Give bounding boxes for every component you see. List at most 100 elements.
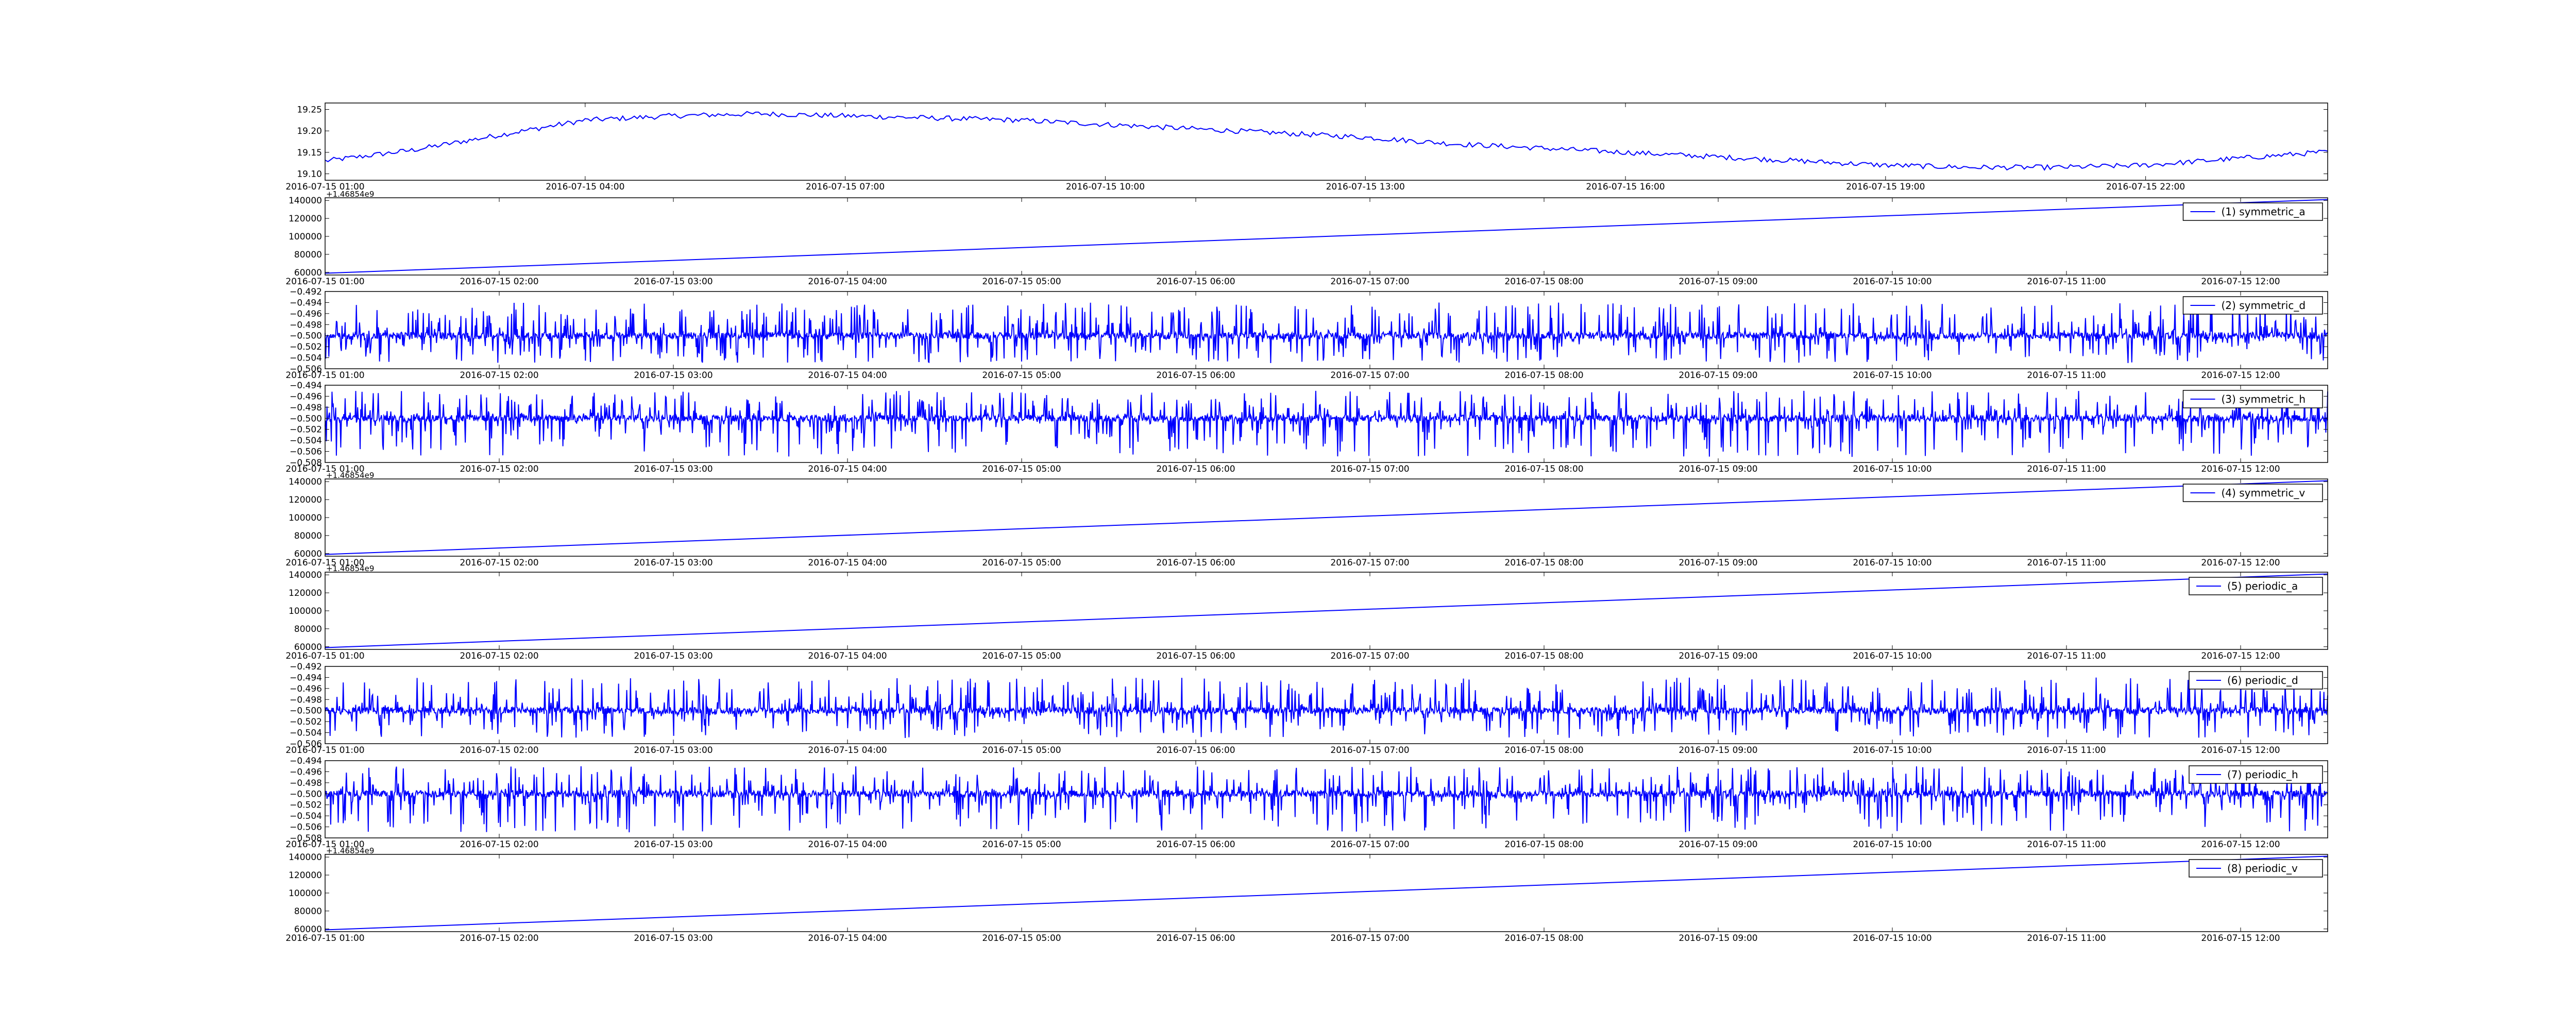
legend-label: (3) symmetric_h: [2222, 393, 2306, 405]
x-tick-label: 2016-07-15 02:00: [460, 464, 538, 474]
x-tick-label: 2016-07-15 11:00: [2027, 558, 2106, 568]
x-tick-label: 2016-07-15 08:00: [1504, 370, 1583, 381]
x-tick-label: 2016-07-15 01:00: [285, 839, 364, 850]
series-line: [325, 855, 2328, 931]
x-tick-label: 2016-07-15 11:00: [2027, 464, 2106, 474]
panel-6: 2016-07-15 01:00 2016-07-15 02:00 2016-07-…: [285, 564, 2328, 661]
panel-2: 2016-07-15 01:00 2016-07-15 02:00 2016-07-…: [285, 190, 2328, 287]
x-tick-label: 2016-07-15 04:00: [808, 370, 887, 381]
y-tick-label: 80000: [294, 250, 322, 260]
x-tick-label: 2016-07-15 11:00: [2027, 839, 2106, 850]
x-tick-label: 2016-07-15 09:00: [1679, 839, 1757, 850]
x-tick-label: 2016-07-15 02:00: [460, 933, 538, 943]
x-tick-label: 2016-07-15 03:00: [634, 745, 713, 756]
panel-8: 2016-07-15 01:00 2016-07-15 02:00 2016-07-…: [285, 756, 2328, 850]
series-line: [325, 766, 2328, 833]
x-tick-label: 2016-07-15 11:00: [2027, 277, 2106, 287]
panel-4: 2016-07-15 01:00 2016-07-15 02:00 2016-07-…: [285, 381, 2328, 474]
x-tick-label: 2016-07-15 05:00: [982, 933, 1061, 943]
y-tick-label: −0.502: [290, 425, 322, 435]
x-tick-label: 2016-07-15 07:00: [1330, 277, 1409, 287]
y-tick-label: −0.504: [290, 728, 322, 739]
y-tick-label: −0.494: [290, 673, 322, 683]
series-line: [325, 199, 2328, 274]
x-tick-label: 2016-07-15 03:00: [634, 933, 713, 943]
x-tick-label: 2016-07-15 03:00: [634, 558, 713, 568]
x-tick-label: 2016-07-15 04:00: [808, 933, 887, 943]
y-tick-label: −0.498: [290, 320, 322, 330]
y-tick-label: −0.498: [290, 778, 322, 788]
x-tick-label: 2016-07-15 01:00: [285, 933, 364, 943]
x-tick-label: 2016-07-15 10:00: [1853, 464, 1931, 474]
x-tick-label: 2016-07-15 10:00: [1853, 839, 1931, 850]
x-tick-label: 2016-07-15 12:00: [2201, 745, 2280, 756]
x-tick-label: 2016-07-15 01:00: [285, 464, 364, 474]
y-tick-label: 19.25: [297, 105, 322, 115]
x-tick-label: 2016-07-15 01:00: [285, 370, 364, 381]
x-tick-label: 2016-07-15 07:00: [1330, 745, 1409, 756]
y-tick-label: 120000: [289, 214, 322, 224]
x-tick-label: 2016-07-15 06:00: [1156, 558, 1235, 568]
legend-label: (6) periodic_d: [2227, 674, 2298, 686]
x-tick-label: 2016-07-15 07:00: [1330, 558, 1409, 568]
y-tick-label: −0.496: [290, 684, 322, 694]
x-tick-label: 2016-07-15 11:00: [2027, 370, 2106, 381]
x-tick-label: 2016-07-15 01:00: [285, 745, 364, 756]
panel-5: 2016-07-15 01:00 2016-07-15 02:00 2016-07-…: [285, 471, 2328, 568]
x-tick-label: 2016-07-15 08:00: [1504, 558, 1583, 568]
series-line: [325, 302, 2328, 364]
x-tick-label: 2016-07-15 06:00: [1156, 464, 1235, 474]
y-tick-label: −0.508: [290, 458, 322, 468]
y-tick-label: −0.502: [290, 342, 322, 352]
series-line: [325, 480, 2328, 555]
x-tick-label: 2016-07-15 04:00: [808, 839, 887, 850]
y-tick-label: 120000: [289, 588, 322, 598]
x-tick-label: 2016-07-15 03:00: [634, 370, 713, 381]
y-tick-label: 80000: [294, 906, 322, 917]
y-tick-label: −0.508: [290, 833, 322, 844]
x-tick-label: 2016-07-15 04:00: [808, 651, 887, 661]
x-tick-label: 2016-07-15 06:00: [1156, 745, 1235, 756]
x-tick-label: 2016-07-15 07:00: [1330, 464, 1409, 474]
legend: (3) symmetric_h: [2182, 390, 2323, 408]
legend-label: (7) periodic_h: [2227, 768, 2298, 781]
x-tick-label: 2016-07-15 12:00: [2201, 651, 2280, 661]
x-tick-label: 2016-07-15 04:00: [808, 558, 887, 568]
axes-frame: [325, 102, 2328, 181]
legend-label: (1) symmetric_a: [2222, 205, 2306, 218]
y-tick-label: 100000: [289, 888, 322, 899]
x-tick-label: 2016-07-15 04:00: [808, 464, 887, 474]
x-tick-label: 2016-07-15 10:00: [1853, 745, 1931, 756]
x-tick-label: 2016-07-15 06:00: [1156, 651, 1235, 661]
x-tick-label: 2016-07-15 05:00: [982, 277, 1061, 287]
x-tick-label: 2016-07-15 09:00: [1679, 745, 1757, 756]
x-tick-label: 2016-07-15 13:00: [1326, 182, 1405, 192]
x-tick-label: 2016-07-15 03:00: [634, 464, 713, 474]
axes-frame: [325, 385, 2328, 463]
y-tick-label: 19.20: [297, 126, 322, 136]
y-tick-label: 140000: [289, 196, 322, 206]
x-tick-label: 2016-07-15 09:00: [1679, 651, 1757, 661]
y-tick-label: −0.498: [290, 403, 322, 413]
y-offset-label: +1.46854e9: [326, 471, 374, 480]
legend-label: (8) periodic_v: [2227, 862, 2298, 874]
x-tick-label: 2016-07-15 10:00: [1853, 277, 1931, 287]
x-tick-label: 2016-07-15 19:00: [1846, 182, 1925, 192]
y-tick-label: 19.10: [297, 169, 322, 180]
x-tick-label: 2016-07-15 07:00: [1330, 933, 1409, 943]
x-tick-label: 2016-07-15 05:00: [982, 651, 1061, 661]
x-tick-label: 2016-07-15 01:00: [285, 277, 364, 287]
y-tick-label: 140000: [289, 570, 322, 580]
x-tick-label: 2016-07-15 10:00: [1853, 558, 1931, 568]
x-tick-label: 2016-07-15 10:00: [1853, 933, 1931, 943]
y-tick-label: −0.500: [290, 789, 322, 799]
y-tick-label: −0.504: [290, 811, 322, 821]
y-tick-label: 140000: [289, 852, 322, 863]
x-tick-label: 2016-07-15 08:00: [1504, 933, 1583, 943]
x-tick-label: 2016-07-15 06:00: [1156, 839, 1235, 850]
legend-label: (2) symmetric_d: [2222, 299, 2306, 312]
y-tick-label: −0.506: [290, 447, 322, 457]
x-tick-label: 2016-07-15 09:00: [1679, 933, 1757, 943]
panel-3: 2016-07-15 01:00 2016-07-15 02:00 2016-07-…: [285, 287, 2328, 381]
y-tick-label: 100000: [289, 232, 322, 242]
